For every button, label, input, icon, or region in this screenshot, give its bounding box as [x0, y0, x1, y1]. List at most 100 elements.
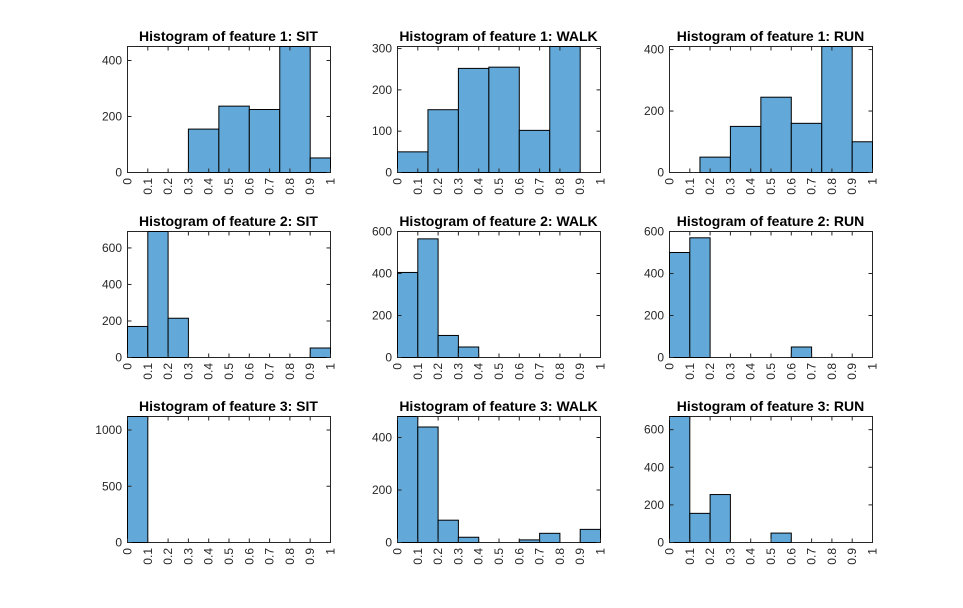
x-tick-label: 0.5 — [764, 363, 778, 380]
histogram-bar — [397, 416, 419, 543]
x-tick-label: 0.5 — [222, 363, 236, 380]
x-tick-label: 0.1 — [683, 548, 697, 565]
x-tick-label: 1 — [866, 178, 880, 185]
x-tick-label: 0.3 — [181, 548, 195, 565]
subplot-title: Histogram of feature 3: RUN — [677, 398, 864, 414]
histogram-bar — [699, 156, 731, 173]
histogram-bar — [709, 494, 731, 543]
subplot-1-2: 0 100 200 300 0 0.1 0.2 0.3 0.4 0.5 0.6 0.7 0.8 0.9 1 H… — [372, 28, 608, 195]
histogram-bar — [760, 96, 792, 173]
x-tick-label: 0.2 — [431, 548, 445, 565]
y-tick-label: 0 — [657, 536, 664, 550]
x-tick-label: 0.4 — [472, 178, 486, 195]
x-tick-label: 0.8 — [825, 548, 839, 565]
histogram-bar — [579, 528, 602, 543]
histogram-bar — [488, 66, 520, 173]
x-tick-label: 1 — [324, 363, 338, 370]
y-tick-label: 600 — [102, 241, 122, 255]
x-tick-label: 1 — [324, 178, 338, 185]
x-tick-label: 0 — [121, 178, 135, 185]
histogram-bar — [457, 536, 480, 543]
y-tick-label: 0 — [115, 166, 122, 180]
subplot-2-1: 0 200 400 600 0 0.1 0.2 0.3 0.4 0.5 0.6 0.7 0.8 0.9 1 H… — [102, 213, 338, 380]
x-tick-label: 0.7 — [805, 363, 819, 380]
y-tick-label: 600 — [372, 225, 392, 239]
x-tick-label: 0 — [121, 363, 135, 370]
histogram-bar — [397, 151, 429, 174]
x-tick-label: 0.5 — [764, 178, 778, 195]
histogram-bar — [790, 122, 823, 173]
y-tick-label: 200 — [372, 83, 392, 97]
subplot-3-2: 0 200 400 0 0.1 0.2 0.3 0.4 0.5 0.6 0.7 0.8 0.9 1 Hist… — [372, 398, 608, 565]
x-tick-label: 0.3 — [451, 548, 465, 565]
y-tick-label: 200 — [372, 309, 392, 323]
x-tick-label: 0.8 — [825, 178, 839, 195]
x-tick-label: 0.1 — [141, 548, 155, 565]
x-tick-label: 0.6 — [512, 363, 526, 380]
y-tick-label: 200 — [372, 483, 392, 497]
x-tick-label: 0.4 — [202, 548, 216, 565]
histogram-bar — [309, 347, 332, 358]
x-tick-label: 0.7 — [533, 548, 547, 565]
x-tick-label: 0.6 — [784, 363, 798, 380]
y-tick-label: 400 — [644, 267, 664, 281]
y-tick-label: 1000 — [95, 423, 122, 437]
y-tick-label: 500 — [102, 479, 122, 493]
y-tick-label: 0 — [385, 166, 392, 180]
y-tick-label: 200 — [644, 498, 664, 512]
x-tick-label: 0.1 — [411, 363, 425, 380]
x-tick-label: 0.8 — [553, 548, 567, 565]
x-tick-label: 0.1 — [141, 178, 155, 195]
x-tick-label: 0.6 — [512, 178, 526, 195]
x-tick-label: 0.4 — [472, 363, 486, 380]
x-tick-label: 0.1 — [141, 363, 155, 380]
x-tick-label: 0.7 — [805, 178, 819, 195]
x-tick-label: 0.6 — [784, 548, 798, 565]
x-tick-label: 1 — [324, 548, 338, 555]
x-tick-label: 0.9 — [845, 363, 859, 380]
x-tick-label: 0.4 — [744, 548, 758, 565]
x-tick-label: 0.9 — [573, 548, 587, 565]
x-tick-label: 0.4 — [202, 178, 216, 195]
histogram-bar — [821, 46, 853, 173]
x-tick-label: 0.9 — [845, 548, 859, 565]
histogram-bar — [729, 125, 762, 173]
x-tick-label: 0.3 — [451, 363, 465, 380]
x-tick-label: 1 — [594, 363, 608, 370]
x-tick-label: 0.8 — [283, 363, 297, 380]
y-tick-label: 200 — [102, 314, 122, 328]
x-tick-label: 0.5 — [764, 548, 778, 565]
x-tick-label: 0.3 — [181, 363, 195, 380]
y-tick-label: 200 — [102, 110, 122, 124]
x-tick-label: 0.4 — [202, 363, 216, 380]
x-tick-label: 0.9 — [303, 363, 317, 380]
x-tick-label: 0.7 — [805, 548, 819, 565]
x-tick-label: 0.2 — [161, 548, 175, 565]
x-tick-label: 0.3 — [723, 363, 737, 380]
x-tick-label: 0.2 — [703, 178, 717, 195]
subplot-3-1: 0 500 1000 0 0.1 0.2 0.3 0.4 0.5 0.6 0.7 0.8 0.9 1 His… — [95, 398, 337, 565]
y-tick-label: 0 — [115, 351, 122, 365]
histogram-bar — [309, 157, 332, 174]
x-tick-label: 0 — [663, 363, 677, 370]
y-tick-label: 200 — [644, 104, 664, 118]
x-tick-label: 0 — [391, 548, 405, 555]
histogram-bar — [518, 129, 551, 173]
x-tick-label: 0.1 — [683, 363, 697, 380]
y-tick-label: 400 — [644, 43, 664, 57]
x-tick-label: 0.2 — [703, 548, 717, 565]
x-tick-label: 1 — [866, 548, 880, 555]
x-tick-label: 0.5 — [222, 548, 236, 565]
x-tick-label: 0.6 — [242, 548, 256, 565]
x-tick-label: 0.6 — [242, 178, 256, 195]
histogram-bar — [539, 532, 561, 543]
y-tick-label: 400 — [372, 267, 392, 281]
x-tick-label: 0.8 — [283, 178, 297, 195]
subplot-title: Histogram of feature 3: WALK — [399, 398, 597, 414]
x-tick-label: 0.6 — [242, 363, 256, 380]
histogram-bar — [127, 325, 149, 358]
subplot-title: Histogram of feature 2: SIT — [139, 213, 318, 229]
y-tick-label: 600 — [644, 225, 664, 239]
histogram-bar — [518, 539, 541, 543]
y-tick-label: 400 — [102, 54, 122, 68]
